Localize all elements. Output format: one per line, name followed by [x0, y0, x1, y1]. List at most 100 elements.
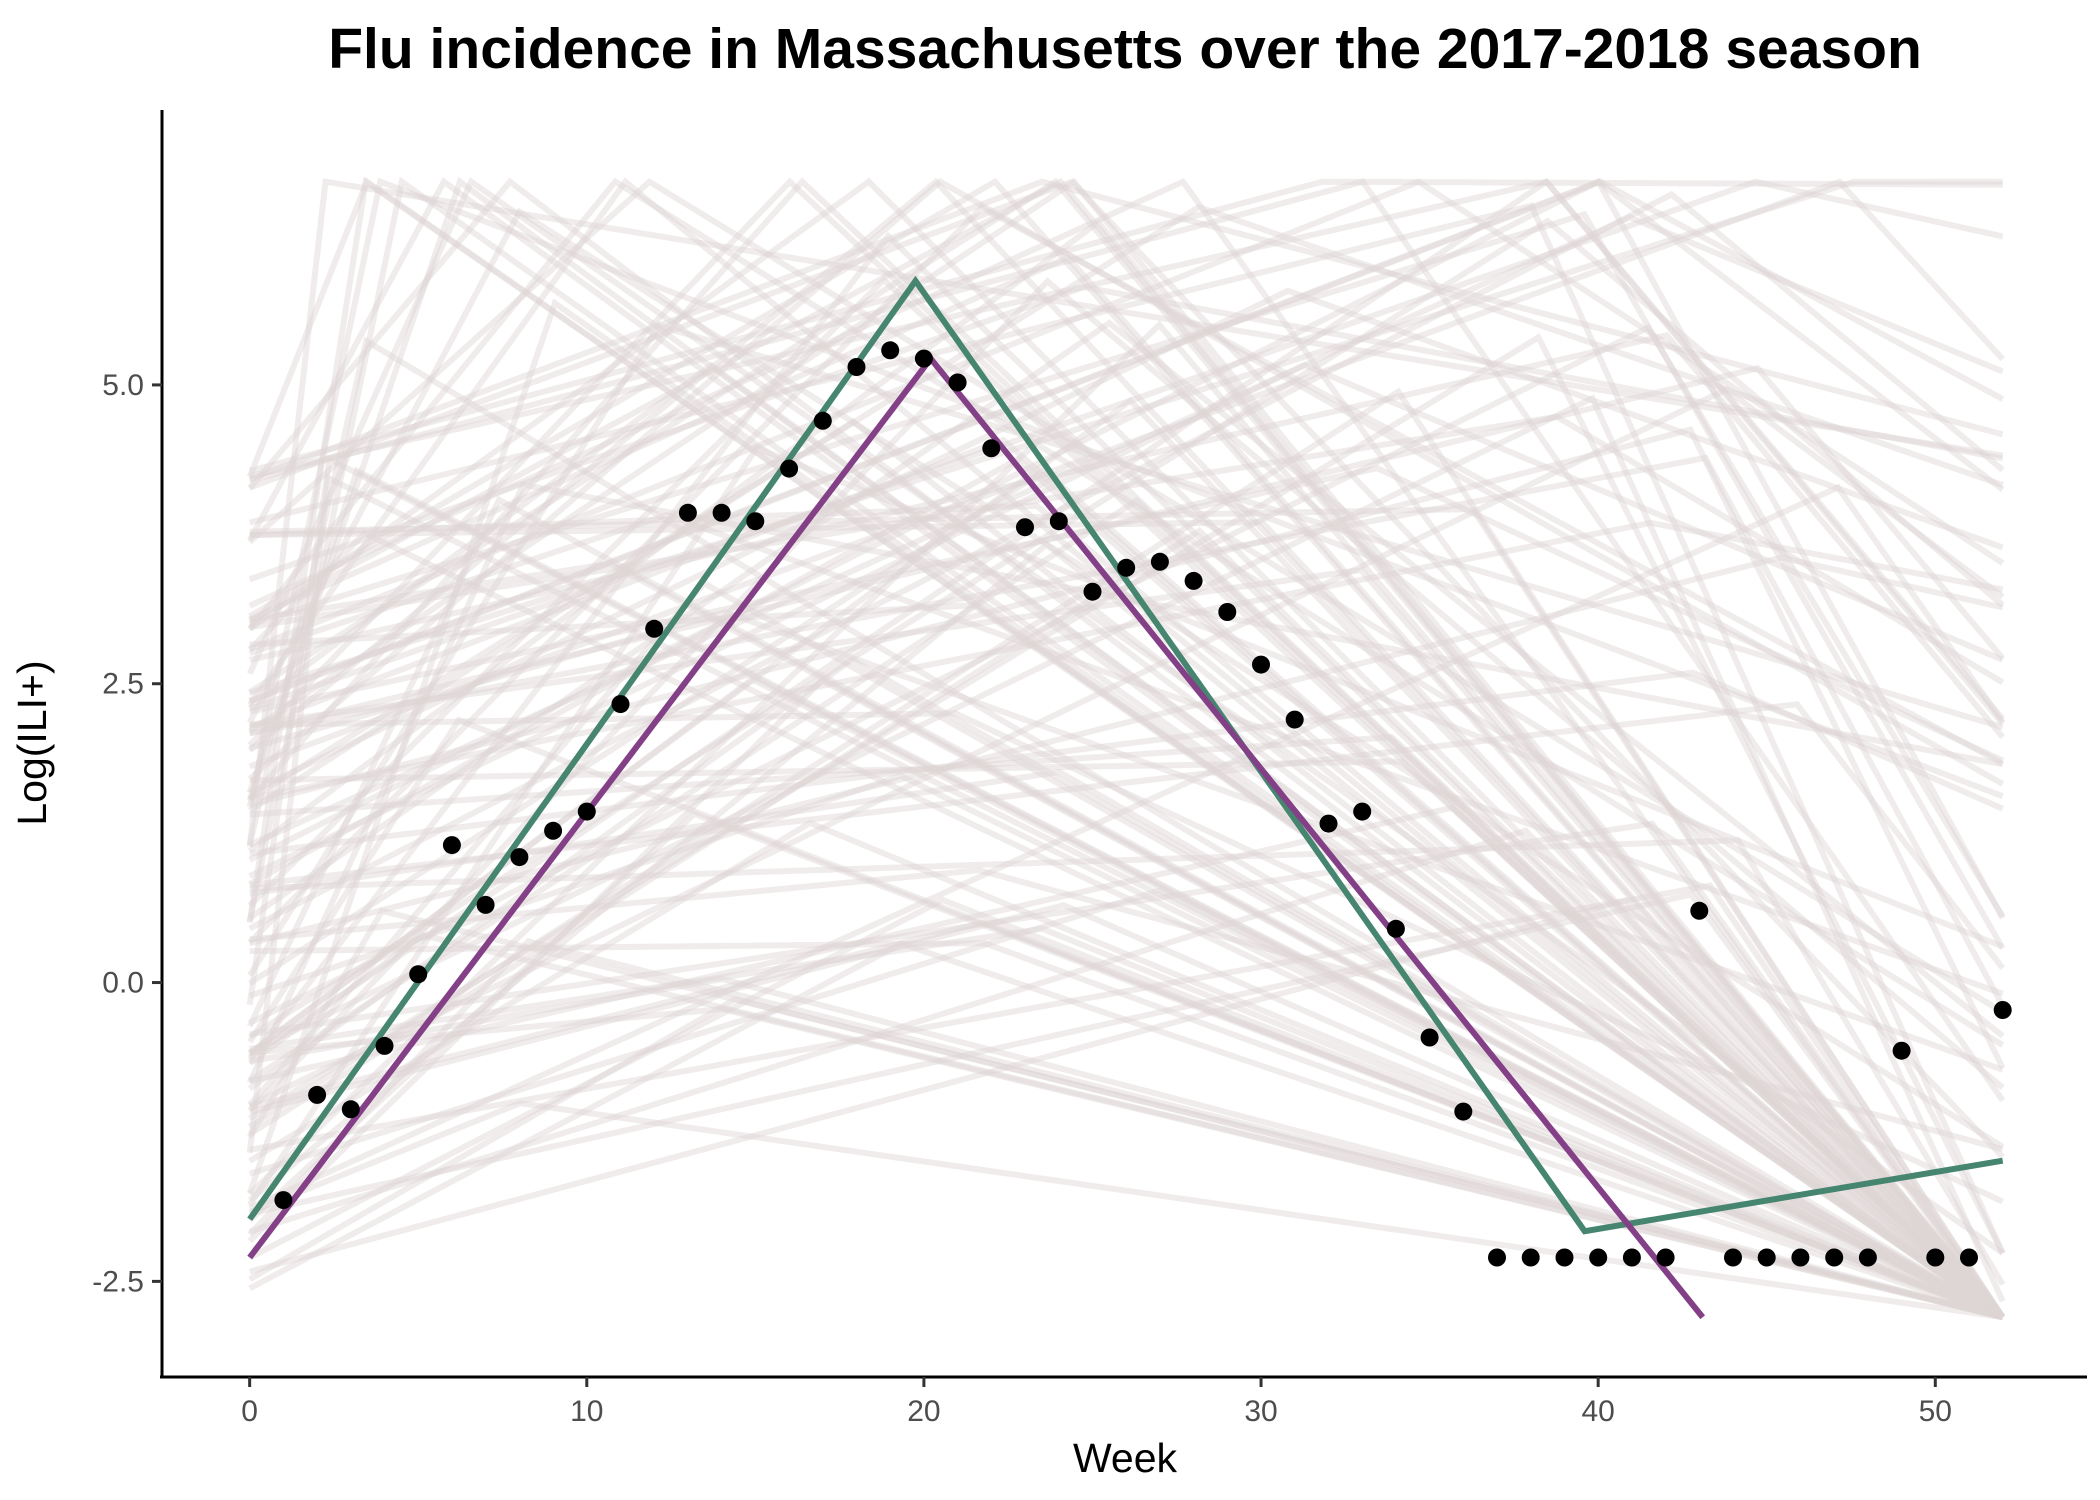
sample-trajectory — [247, 177, 2005, 1320]
sample-trajectory — [247, 207, 2005, 1150]
sample-trajectory — [248, 178, 2003, 696]
sample-trajectory — [248, 202, 2006, 1255]
data-point — [1016, 518, 1034, 537]
sample-trajectory — [246, 177, 2005, 1256]
x-tick-label: 20 — [907, 1395, 940, 1428]
sample-trajectory — [249, 669, 2004, 857]
sample-trajectory — [248, 417, 2005, 1320]
sample-trajectory — [249, 710, 2004, 1205]
sample-trajectory — [248, 323, 2006, 1026]
sample-trajectory — [247, 178, 2005, 787]
sample-trajectory — [248, 177, 2006, 1320]
data-point — [645, 619, 664, 638]
data-point — [1791, 1248, 1810, 1267]
data-point — [1622, 1248, 1641, 1267]
sample-trajectory — [249, 519, 2005, 1320]
sample-trajectory — [247, 177, 2005, 1320]
sample-trajectory — [248, 455, 2005, 1320]
data-point — [1724, 1248, 1742, 1267]
y-tick-label: 0.0 — [102, 967, 144, 1000]
sample-trajectory — [246, 176, 2005, 1320]
sample-trajectory — [247, 322, 2004, 977]
y-axis-title: Log(ILI+) — [9, 660, 55, 825]
sample-trajectory — [249, 178, 2005, 721]
sample-trajectory — [249, 882, 2006, 1319]
data-point — [1858, 1248, 1877, 1267]
data-point — [881, 341, 900, 360]
sample-trajectory — [247, 361, 2005, 1320]
sample-trajectory — [247, 675, 2005, 1320]
sample-trajectory — [247, 275, 2005, 1320]
sample-trajectory — [247, 529, 2004, 1320]
sample-trajectory — [246, 481, 2004, 1084]
data-point — [442, 836, 461, 855]
sample-trajectory — [246, 336, 2005, 1320]
sample-trajectory — [246, 466, 2005, 1320]
x-axis-title: Week — [1073, 1435, 1178, 1481]
data-point — [678, 503, 697, 522]
sample-trajectory — [248, 511, 2004, 997]
data-point — [1825, 1248, 1844, 1267]
sample-trajectory — [248, 178, 2005, 1159]
data-point — [510, 848, 529, 867]
data-point — [1757, 1248, 1776, 1267]
data-point — [577, 802, 596, 821]
x-tick-label: 10 — [570, 1395, 603, 1428]
sample-trajectory — [246, 176, 2005, 1320]
sample-trajectory — [249, 820, 2006, 1319]
x-tick-label: 40 — [1581, 1395, 1614, 1428]
data-point — [914, 349, 933, 368]
sample-trajectory — [247, 444, 2004, 1207]
data-point — [712, 503, 731, 522]
data-point — [1589, 1248, 1608, 1267]
sample-trajectory — [248, 178, 2003, 474]
sample-trajectory — [248, 284, 2004, 583]
sample-trajectory — [248, 896, 2004, 1320]
sample-trajectory — [248, 995, 2004, 1321]
sample-trajectory — [248, 466, 2005, 1320]
sample-trajectory — [249, 925, 2004, 1320]
sample-trajectory — [247, 218, 2006, 1320]
sample-trajectory — [248, 897, 2005, 1320]
data-point — [1184, 571, 1203, 590]
sample-trajectory — [248, 902, 2004, 1320]
sample-trajectory — [249, 454, 2006, 1008]
sample-trajectory — [246, 298, 2005, 1320]
sample-trajectory — [248, 253, 2005, 1320]
sample-trajectory — [248, 178, 2005, 863]
data-point — [611, 695, 630, 714]
sample-trajectory — [248, 177, 2005, 1320]
sample-trajectory — [247, 319, 2005, 1039]
data-point — [1656, 1248, 1675, 1267]
sample-trajectory — [249, 758, 2005, 1320]
sample-trajectory — [248, 919, 2004, 1320]
sample-trajectory — [247, 907, 2004, 1321]
sample-trajectory — [248, 178, 2004, 712]
sample-trajectory — [246, 495, 2005, 1320]
data-point — [982, 439, 1001, 458]
sample-trajectory — [249, 804, 2005, 1320]
sample-trajectory — [247, 540, 2005, 1320]
data-point — [1285, 710, 1304, 729]
sample-trajectory — [248, 496, 2005, 1320]
x-tick-label: 30 — [1244, 1395, 1277, 1428]
sample-trajectory — [249, 413, 2005, 686]
sample-trajectory — [248, 483, 2006, 1211]
data-point — [1960, 1248, 1978, 1267]
sample-trajectory — [247, 177, 2005, 1320]
sample-trajectory — [249, 734, 2005, 1320]
data-point — [746, 512, 765, 531]
data-point — [847, 358, 866, 376]
sample-trajectory — [249, 940, 2004, 1321]
data-point — [1218, 603, 1237, 621]
data-point — [1488, 1248, 1506, 1267]
sample-trajectory — [247, 177, 2005, 1015]
data-point — [1555, 1248, 1574, 1267]
sample-trajectory — [248, 178, 2004, 483]
sample-trajectory — [248, 394, 2006, 1303]
data-point — [476, 895, 495, 914]
sample-trajectory — [247, 203, 2005, 945]
data-point — [341, 1100, 360, 1119]
sample-trajectory — [248, 203, 2004, 802]
y-tick-label: 2.5 — [102, 668, 144, 701]
